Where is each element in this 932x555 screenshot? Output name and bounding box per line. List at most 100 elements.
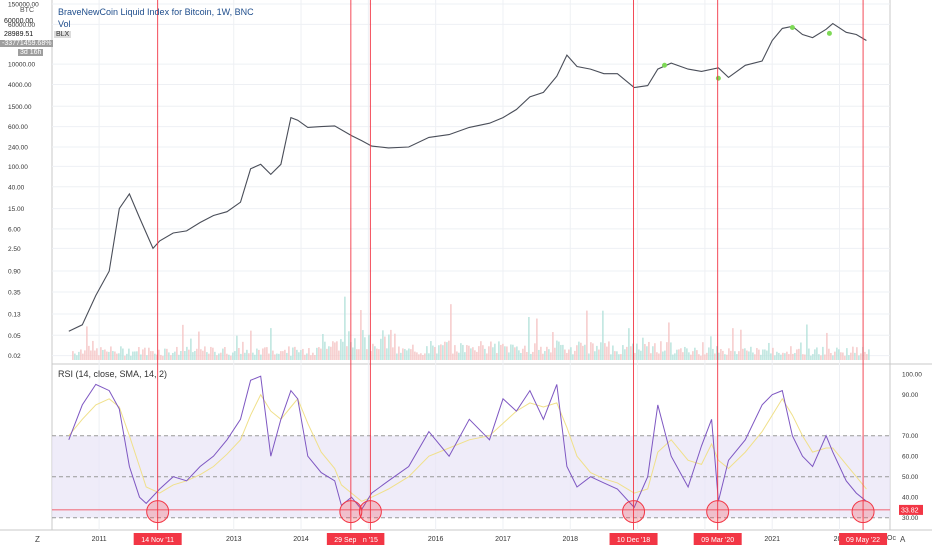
marker-date-label: 10 Dec '18 [617, 537, 650, 544]
volume-bar [812, 354, 814, 360]
volume-bar [106, 351, 108, 360]
volume-bar [176, 346, 178, 360]
volume-bar [498, 341, 500, 360]
volume-bar [710, 336, 712, 360]
volume-bar [638, 349, 640, 360]
volume-bar [652, 346, 654, 360]
volume-bar [370, 351, 372, 360]
volume-bar [678, 349, 680, 360]
volume-bar [744, 348, 746, 360]
volume-bar [300, 350, 302, 360]
symbol-badge[interactable]: BLX [54, 31, 72, 38]
volume-bar [580, 342, 582, 360]
volume-bar [650, 353, 652, 360]
volume-bar [242, 341, 244, 360]
volume-bar [558, 341, 560, 360]
volume-bar [718, 352, 720, 360]
marker-date-badge [839, 533, 888, 545]
volume-bar [644, 344, 646, 360]
auto-scale-icon[interactable]: A [900, 535, 906, 544]
volume-bar [144, 347, 146, 360]
volume-bar [724, 354, 726, 360]
volume-bar [846, 348, 848, 360]
volume-bar [256, 348, 258, 360]
volume-bar [196, 348, 198, 360]
volume-bar [268, 353, 270, 360]
volume-bar [488, 346, 490, 360]
marker-date-label: 09 May '22 [846, 537, 880, 544]
price-tick-label: 600.00 [8, 124, 28, 131]
volume-bar [714, 353, 716, 360]
volume-bar [476, 351, 478, 360]
volume-bar [130, 355, 132, 360]
volume-bar [264, 347, 266, 360]
volume-bar [330, 346, 332, 360]
volume-bar [148, 347, 150, 360]
volume-bar [104, 349, 106, 360]
volume-bar [566, 352, 568, 360]
volume-bar [444, 341, 446, 360]
volume-bar [794, 353, 796, 360]
volume-bar [232, 352, 234, 360]
volume-bar [666, 342, 668, 360]
volume-bar [680, 348, 682, 360]
marker-date-label: n '15 [363, 537, 378, 544]
volume-bar [536, 318, 538, 360]
volume-bar [734, 351, 736, 360]
volume-bar [190, 338, 192, 360]
volume-bar [118, 353, 120, 360]
volume-bar [310, 355, 312, 360]
volume-bar [378, 349, 380, 360]
volume-bar [342, 341, 344, 360]
volume-bar [320, 348, 322, 360]
volume-bar [472, 347, 474, 360]
volume-bar [222, 348, 224, 360]
volume-bar [590, 342, 592, 360]
volume-bar [116, 353, 118, 360]
volume-bar [646, 346, 648, 360]
volume-bar [676, 349, 678, 360]
marker-date-badge [133, 533, 182, 545]
volume-bar [774, 355, 776, 360]
volume-bar [368, 334, 370, 360]
volume-bar [720, 349, 722, 360]
volume-bar [792, 353, 794, 360]
volume-bar [798, 348, 800, 360]
volume-bar [516, 346, 518, 360]
volume-bar [286, 352, 288, 360]
volume-bar [128, 348, 130, 360]
volume-bar [74, 353, 76, 360]
price-tick-label: 1500.00 [8, 104, 32, 111]
volume-bar [836, 347, 838, 360]
volume-bar [706, 352, 708, 360]
volume-bar [228, 354, 230, 360]
volume-bar [314, 354, 316, 360]
volume-bar [612, 345, 614, 360]
volume-bar [166, 348, 168, 360]
marker-date-badge [356, 533, 385, 545]
volume-bar [576, 345, 578, 360]
volume-bar [866, 354, 868, 360]
volume-bar [648, 341, 650, 360]
volume-bar [820, 355, 822, 360]
zoom-icon[interactable]: Z [35, 535, 40, 544]
volume-bar [534, 343, 536, 360]
volume-bar [114, 351, 116, 360]
volume-bar [124, 355, 126, 360]
volume-bar [868, 349, 870, 360]
volume-bar [562, 344, 564, 360]
volume-bar [864, 351, 866, 360]
currency-label: BTC [20, 7, 34, 14]
volume-bar [278, 353, 280, 360]
volume-bar [244, 352, 246, 360]
volume-bar [550, 352, 552, 360]
volume-bar [560, 344, 562, 360]
volume-bar [762, 349, 764, 360]
volume-bar [406, 350, 408, 360]
volume-bar [850, 352, 852, 360]
volume-bar [360, 310, 362, 360]
volume-bar [462, 344, 464, 360]
volume-bar [608, 341, 610, 360]
volume-bar [750, 346, 752, 360]
